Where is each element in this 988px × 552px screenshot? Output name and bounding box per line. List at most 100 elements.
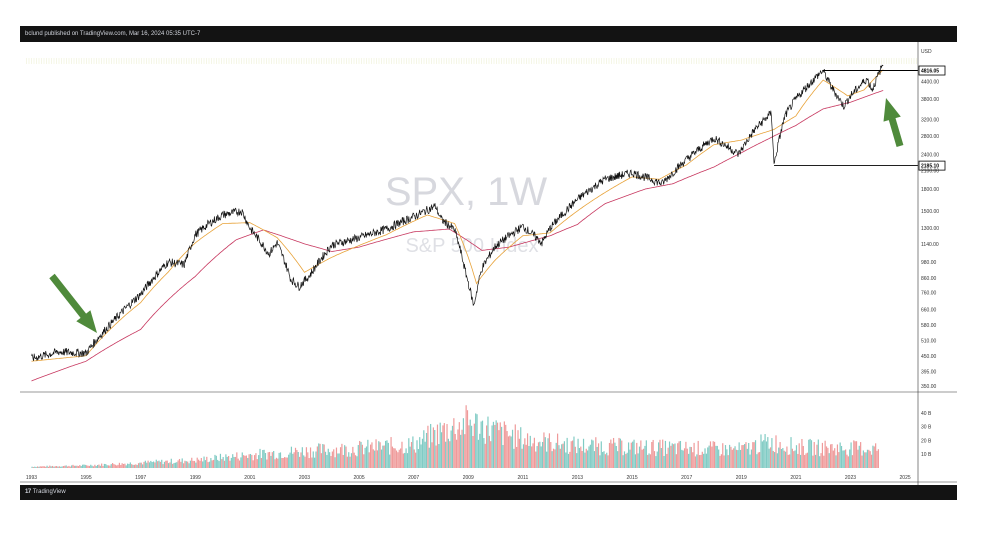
volume-bar <box>634 454 637 468</box>
volume-bar <box>193 460 196 468</box>
volume-bar <box>135 464 137 468</box>
volume-bar <box>806 452 808 468</box>
volume-bar <box>486 425 488 468</box>
time-tick-label: 2013 <box>572 475 583 481</box>
volume-bar <box>457 429 459 468</box>
volume-bar <box>259 448 261 468</box>
volume-bar <box>860 442 862 468</box>
volume-bar <box>525 444 527 468</box>
volume-bar <box>625 453 627 468</box>
volume-bar <box>685 441 687 468</box>
volume-bar <box>127 463 129 468</box>
volume-bar <box>480 421 482 468</box>
spx-weekly-chart[interactable]: SPX, 1W S&P 500 Index 4816.05 2185.10 USD… <box>20 42 957 485</box>
volume-bar <box>199 460 201 468</box>
time-tick-label: 2009 <box>463 475 474 481</box>
volume-bar <box>771 438 773 468</box>
volume-bar <box>290 446 293 468</box>
price-gridlines <box>26 58 918 64</box>
volume-bar <box>47 466 50 468</box>
volume-bar <box>722 443 724 468</box>
volume-bar <box>475 413 477 468</box>
volume-bar <box>633 439 635 468</box>
volume-bar <box>118 462 121 468</box>
volume-bar <box>105 463 107 468</box>
volume-bar <box>339 447 342 468</box>
volume-bar <box>54 466 56 468</box>
volume-bar <box>163 461 166 468</box>
volume-bar <box>839 442 841 468</box>
volume-bar <box>391 446 394 468</box>
volume-bar <box>294 447 297 468</box>
volume-bar <box>66 466 69 468</box>
volume-bar <box>749 454 751 468</box>
volume-bar <box>178 458 181 468</box>
volume-bar <box>221 459 223 468</box>
volume-bar <box>423 430 425 468</box>
volume-bar <box>146 462 148 468</box>
volume-bar <box>472 435 474 468</box>
volume-bar <box>499 422 501 468</box>
volume-bar <box>155 459 157 468</box>
price-tick-label: 4400.00 <box>921 79 939 85</box>
volume-bar <box>836 444 839 468</box>
volume-bar <box>738 442 740 468</box>
volume-bar <box>494 424 496 468</box>
volume-bar <box>484 443 486 468</box>
volume-bar <box>229 460 231 468</box>
volume-bar <box>211 460 213 468</box>
volume-bar <box>417 449 419 468</box>
volume-bar <box>157 461 159 468</box>
volume-bar <box>114 464 116 468</box>
volume-bar <box>335 447 338 468</box>
high-price-label-box <box>918 65 946 76</box>
volume-bar <box>606 452 608 468</box>
volume-bar <box>393 448 395 468</box>
volume-bar <box>214 454 216 468</box>
chart-area[interactable]: SPX, 1W S&P 500 Index 4816.05 2185.10 USD… <box>20 42 957 485</box>
volume-bar <box>551 451 553 468</box>
volume-bar <box>266 459 268 468</box>
price-tick-label: 350.00 <box>921 384 937 390</box>
volume-bar <box>585 448 587 468</box>
volume-bar <box>361 444 363 468</box>
volume-bar <box>789 454 791 468</box>
volume-bar <box>161 459 163 468</box>
volume-bar <box>629 449 631 468</box>
volume-bar <box>232 454 234 468</box>
volume-bar <box>632 441 634 468</box>
low-price-label: 2185.10 <box>921 164 939 170</box>
volume-bar <box>65 465 67 468</box>
publication-header: bclund published on TradingView.com, Mar… <box>20 26 957 42</box>
volume-bar <box>90 464 92 468</box>
time-tick-label: 1999 <box>190 475 201 481</box>
volume-bar <box>809 438 811 468</box>
volume-bar <box>759 452 761 468</box>
volume-bar <box>589 444 591 468</box>
volume-bar <box>46 465 48 468</box>
volume-bar <box>38 466 40 468</box>
volume-bar <box>547 438 549 468</box>
volume-bar <box>763 440 765 468</box>
volume-bar <box>166 460 168 468</box>
volume-bar <box>140 462 142 468</box>
volume-bar <box>372 449 374 468</box>
volume-bar <box>395 450 398 468</box>
volume-bar <box>158 460 160 468</box>
volume-bar <box>122 463 125 468</box>
volume-bar <box>821 442 824 468</box>
volume-bar <box>309 447 312 468</box>
volume-bar <box>192 460 194 468</box>
moving-average-line <box>31 69 884 362</box>
volume-bar <box>143 461 145 468</box>
volume-bar <box>173 463 175 468</box>
volume-bar <box>425 432 428 468</box>
volume-bar <box>262 450 264 468</box>
volume-bar <box>507 436 510 468</box>
volume-bar <box>322 444 324 468</box>
volume-bar <box>383 445 385 468</box>
volume-bar <box>189 460 192 468</box>
time-tick-label: 1993 <box>26 475 37 481</box>
volume-bar <box>460 434 462 468</box>
volume-bar <box>458 422 460 468</box>
